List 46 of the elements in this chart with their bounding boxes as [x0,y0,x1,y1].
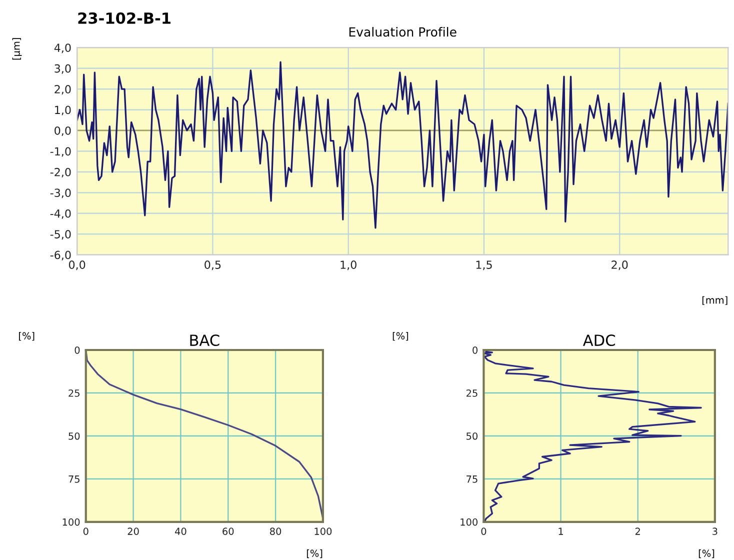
x-tick-label: 2 [635,528,640,535]
x-tick-label: 0 [83,528,88,535]
y-tick-label: 0 [472,346,478,354]
x-tick-label: 60 [222,528,234,535]
y-tick-label: 75 [68,476,80,483]
y-tick-label: 3,0 [54,64,71,74]
x-tick-label: 100 [314,528,332,535]
y-tick-label: 4,0 [54,44,71,54]
y-tick-label: 2,0 [54,85,71,95]
x-tick-label: 1,0 [340,260,356,270]
y-tick-label: -2,0 [50,168,71,178]
x-tick-label: 1 [558,528,563,535]
line-series [77,61,728,229]
y-tick-label: 50 [68,432,80,440]
y-tick-label: -1,0 [50,147,71,157]
x-axis-title: [%] [698,549,714,558]
y-tick-label: 100 [62,518,80,526]
chart-title: ADC [582,334,615,346]
x-tick-label: 0 [481,528,486,535]
y-axis-title: [%] [392,332,408,341]
y-tick-label: -3,0 [50,188,71,198]
y-axis-title: [%] [19,332,34,341]
y-tick-label: 25 [68,389,80,397]
x-tick-label: 80 [270,528,282,535]
y-axis-title: [µm] [12,38,22,60]
x-tick-label: 3 [712,528,718,535]
x-tick-label: 40 [175,528,186,535]
x-axis-title: [mm] [702,296,728,305]
x-tick-label: 2,0 [612,260,628,270]
chart-title: BAC [190,334,220,346]
y-tick-label: 0,0 [54,126,71,136]
y-tick-label: 50 [466,432,478,440]
x-tick-label: 20 [128,528,139,535]
x-axis-title: [%] [306,549,322,558]
y-tick-label: -6,0 [50,250,71,260]
y-tick-label: 25 [466,389,478,397]
y-tick-label: -5,0 [50,230,71,240]
chart-title: Evaluation Profile [349,26,456,37]
y-tick-label: 0 [74,346,80,354]
x-tick-label: 0,5 [204,260,221,270]
x-tick-label: 1,5 [476,260,492,270]
y-tick-label: 75 [466,476,478,483]
text: 23-102-B-1 [78,12,170,24]
y-tick-label: -4,0 [50,209,71,219]
y-tick-label: 100 [460,518,478,526]
y-tick-label: 1,0 [55,106,71,116]
